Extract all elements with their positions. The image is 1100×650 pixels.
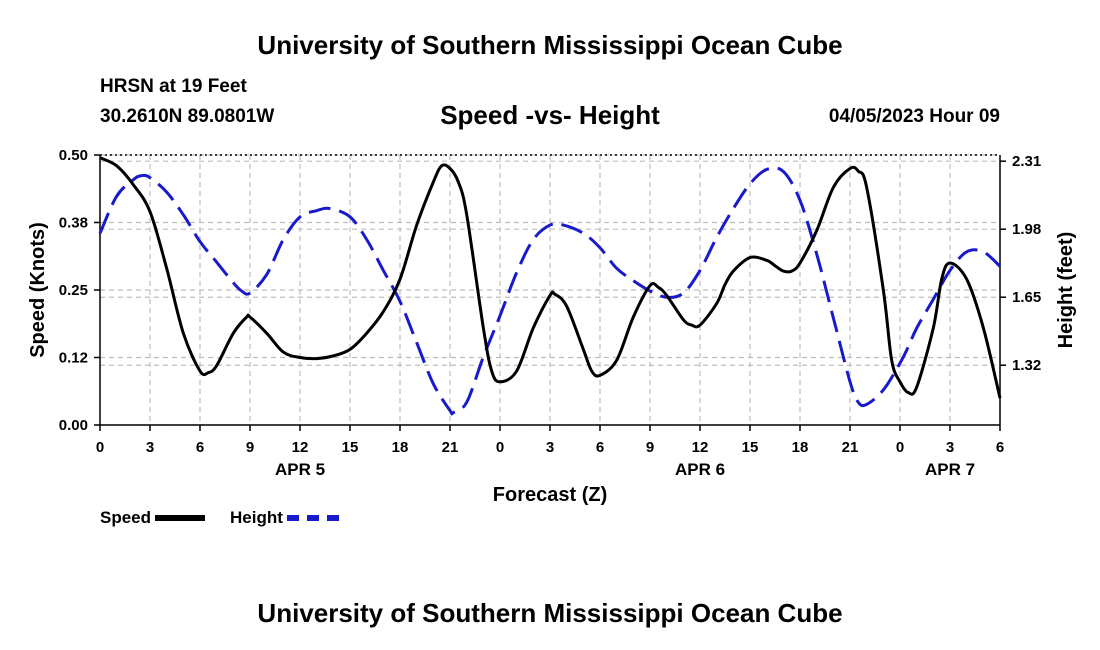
x-tick-label: 15: [742, 439, 759, 456]
x-day-label: APR 6: [675, 460, 725, 479]
x-tick-label: 3: [546, 439, 554, 456]
y-tick-label: 0.25: [59, 282, 88, 299]
x-day-label: APR 5: [275, 460, 325, 479]
x-tick-label: 15: [342, 439, 359, 456]
y2-axis-label: Height (feet): [1055, 232, 1077, 349]
legend-height-label: Height: [230, 508, 283, 527]
series-lines: [98, 156, 1002, 416]
axes: [94, 154, 1006, 431]
x-tick-label: 12: [692, 439, 709, 456]
legend-height-swatch: [286, 515, 339, 521]
y2-tick-label: 1.98: [1012, 221, 1041, 238]
x-tick-label: 9: [246, 439, 254, 456]
x-axis-label: Forecast (Z): [493, 484, 607, 506]
y-tick-label: 0.50: [59, 147, 88, 164]
x-tick-label: 12: [292, 439, 309, 456]
series-speed-line: [99, 156, 1002, 399]
x-tick-label: 18: [792, 439, 809, 456]
x-tick-label: 0: [896, 439, 904, 456]
x-tick-label: 21: [442, 439, 459, 456]
datetime-label: 04/05/2023 Hour 09: [828, 106, 1000, 127]
footer-title: University of Southern Mississippi Ocean…: [257, 598, 843, 628]
x-tick-label: 21: [842, 439, 859, 456]
chart-title: University of Southern Mississippi Ocean…: [257, 30, 843, 60]
station-label: HRSN at 19 Feet: [100, 76, 247, 97]
x-tick-label: 6: [596, 439, 604, 456]
y-tick-label: 0.00: [59, 417, 88, 434]
x-tick-label: 6: [996, 439, 1004, 456]
legend-height: Height: [230, 508, 339, 528]
x-tick-label: 3: [946, 439, 954, 456]
chart-subtitle: Speed -vs- Height: [440, 100, 660, 130]
x-tick-label: 0: [96, 439, 104, 456]
series-height-line: [98, 166, 1002, 416]
x-day-label: APR 7: [925, 460, 975, 479]
x-tick-label: 0: [496, 439, 504, 456]
y-axis-label: Speed (Knots): [27, 222, 49, 358]
x-tick-label: 3: [146, 439, 154, 456]
axis-labels: 0 3 6 9 12 15 18 21 0 3 6 9 12 15 18 21 0 3 6 APR 5 APR 6 APR…: [27, 147, 1077, 506]
x-tick-label: 6: [196, 439, 204, 456]
y-tick-label: 0.12: [59, 350, 88, 367]
legend-speed-swatch: [155, 515, 206, 521]
x-tick-label: 9: [646, 439, 654, 456]
x-tick-label: 18: [392, 439, 409, 456]
legend-speed-label: Speed: [100, 508, 152, 527]
grid-lines: [100, 154, 1000, 426]
y2-tick-label: 1.65: [1012, 289, 1041, 306]
y2-tick-label: 2.31: [1012, 153, 1041, 170]
legend-speed: Speed: [100, 508, 206, 528]
y-tick-label: 0.38: [59, 215, 88, 232]
y2-tick-label: 1.32: [1012, 357, 1041, 374]
coordinates-label: 30.2610N 89.0801W: [100, 106, 275, 127]
